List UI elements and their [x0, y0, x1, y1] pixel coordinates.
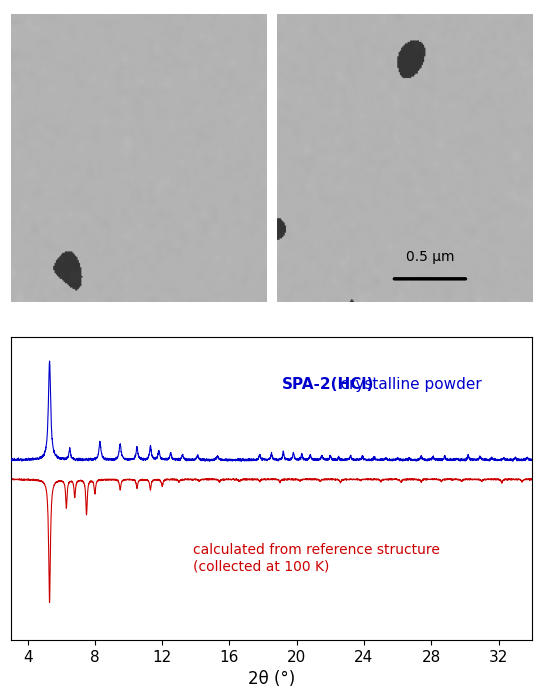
X-axis label: 2θ (°): 2θ (°) [248, 670, 295, 688]
Text: SPA-2(HCl): SPA-2(HCl) [282, 376, 374, 391]
Text: 0.5 μm: 0.5 μm [406, 250, 454, 264]
Text: calculated from reference structure
(collected at 100 K): calculated from reference structure (col… [193, 543, 440, 573]
Text: crystalline powder: crystalline powder [282, 376, 482, 391]
